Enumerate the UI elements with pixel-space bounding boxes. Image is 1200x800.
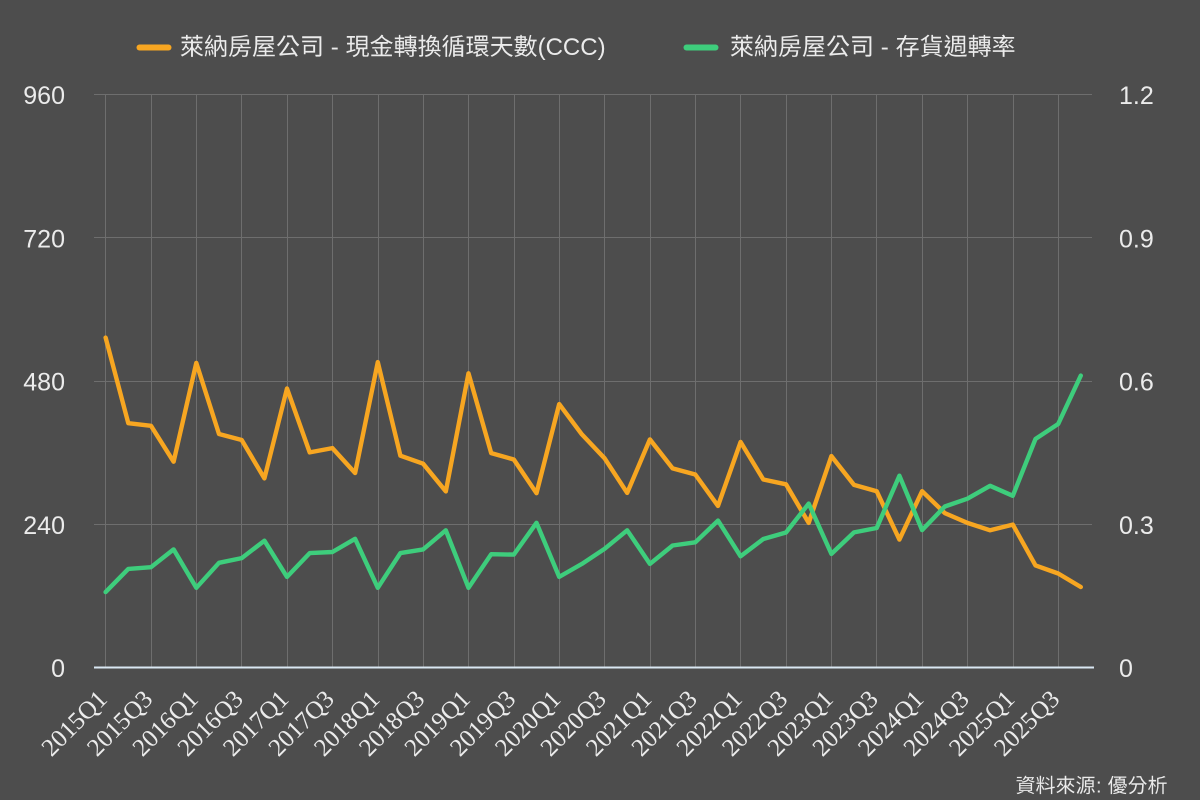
svg-text:0: 0 (1119, 655, 1133, 683)
svg-text:0.6: 0.6 (1119, 369, 1154, 397)
svg-text:-: - (881, 34, 889, 61)
svg-text:-: - (331, 34, 339, 61)
svg-text:(CCC): (CCC) (538, 34, 606, 61)
svg-text:0: 0 (51, 655, 65, 683)
svg-text:720: 720 (23, 225, 65, 253)
svg-text:1.2: 1.2 (1119, 82, 1154, 110)
svg-text::: : (1096, 776, 1102, 798)
svg-text:0.9: 0.9 (1119, 225, 1154, 253)
svg-text:960: 960 (23, 82, 65, 110)
svg-text:240: 240 (23, 512, 65, 540)
svg-text:480: 480 (23, 369, 65, 397)
svg-text:0.3: 0.3 (1119, 512, 1154, 540)
